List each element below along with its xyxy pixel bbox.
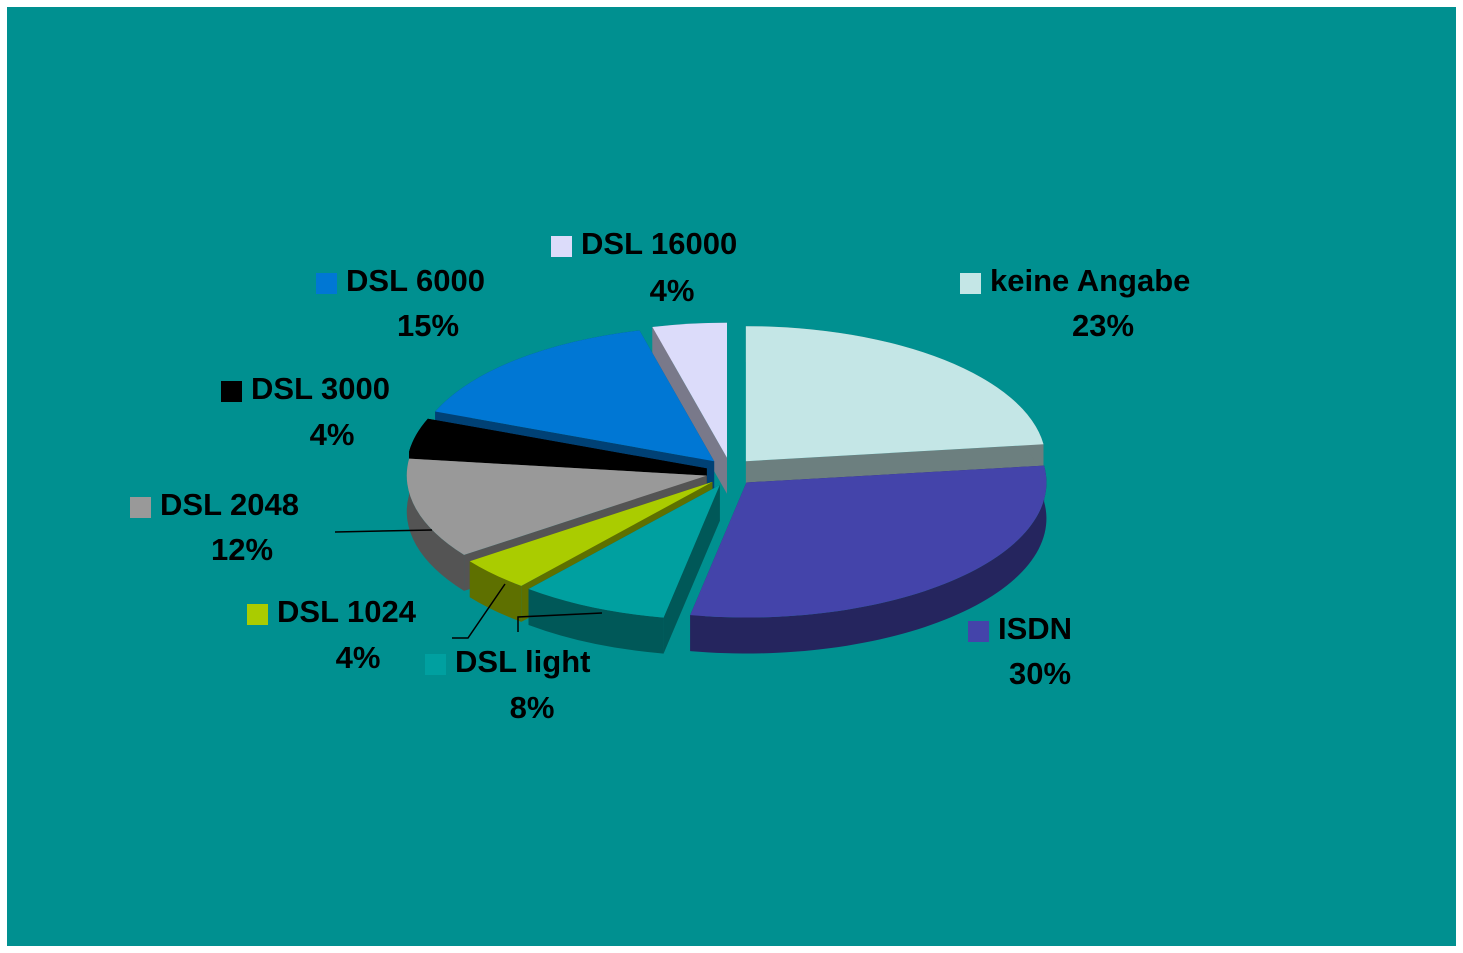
legend-marker: [130, 497, 151, 518]
slice-side: [690, 465, 1047, 654]
slice-label: keine Angabe: [990, 263, 1190, 298]
slice-side: [528, 589, 664, 654]
slice-top: [469, 481, 713, 586]
legend-marker: [551, 236, 572, 257]
leader-line: [517, 612, 603, 632]
slice-value-label: 4%: [650, 273, 695, 308]
slice-top: [406, 458, 707, 555]
slice-value-label: 23%: [1072, 308, 1134, 343]
slice-label: DSL 2048: [160, 487, 299, 522]
slice-value-label: 15%: [397, 308, 459, 343]
legend-marker: [960, 273, 981, 294]
slice-top: [528, 485, 720, 618]
slice-value-label: 12%: [211, 532, 273, 567]
slice-side: [469, 561, 522, 622]
leader-line: [334, 529, 433, 533]
legend-marker: [247, 604, 268, 625]
chart-background: [7, 7, 1456, 946]
slice-label: DSL light: [455, 644, 590, 679]
slice-top: [652, 322, 727, 458]
slice-value-label: 8%: [510, 690, 555, 725]
slice: [690, 465, 1047, 654]
slice-top: [745, 326, 1044, 462]
slice-value-label: 4%: [336, 640, 381, 675]
slice-value-label: 4%: [310, 417, 355, 452]
slice-label: DSL 6000: [346, 263, 485, 298]
slice-side: [406, 458, 465, 591]
slice-label: DSL 16000: [581, 226, 737, 261]
slice-value-label: 30%: [1009, 656, 1071, 691]
slice-top: [409, 418, 707, 469]
slice: [528, 485, 720, 654]
slice-top: [435, 330, 715, 462]
slice-label: ISDN: [998, 611, 1072, 646]
slice-top: [690, 465, 1047, 618]
slice-label: DSL 3000: [251, 371, 390, 406]
legend-marker: [425, 654, 446, 675]
leader-line: [452, 583, 506, 639]
legend-marker: [316, 273, 337, 294]
legend-marker: [221, 381, 242, 402]
legend-marker: [968, 621, 989, 642]
slice-label: DSL 1024: [277, 594, 417, 629]
